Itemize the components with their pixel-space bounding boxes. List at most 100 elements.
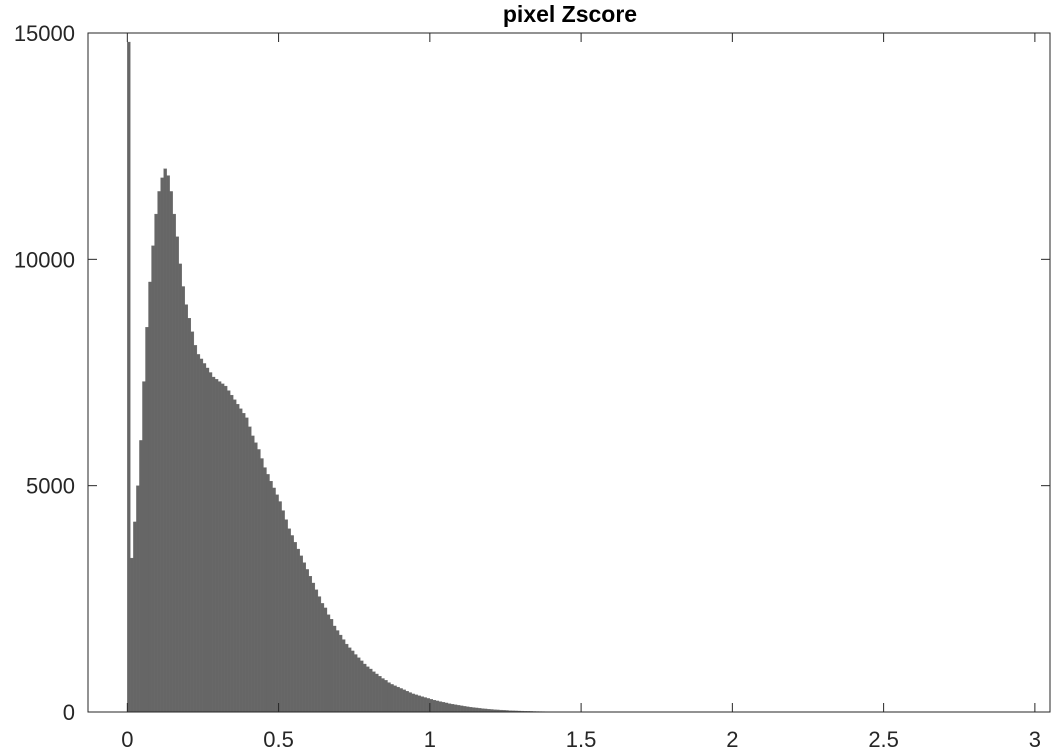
histogram-bar bbox=[399, 688, 403, 713]
histogram-bar bbox=[302, 562, 306, 713]
histogram-bar bbox=[293, 542, 297, 713]
histogram-bar bbox=[456, 705, 461, 713]
histogram-bar bbox=[308, 576, 313, 713]
histogram-bar bbox=[211, 376, 216, 713]
x-tick-label: 0 bbox=[121, 727, 133, 752]
histogram-bar bbox=[462, 706, 467, 713]
histogram-bar bbox=[381, 678, 385, 713]
histogram-bar bbox=[305, 569, 309, 713]
histogram-bar bbox=[317, 596, 322, 713]
x-tick-label: 3 bbox=[1029, 727, 1041, 752]
histogram-bar bbox=[281, 510, 285, 713]
histogram-bar bbox=[481, 708, 485, 713]
histogram-bar bbox=[326, 614, 331, 713]
histogram-bar bbox=[366, 666, 370, 713]
histogram-bar bbox=[459, 705, 464, 713]
histogram-bar bbox=[220, 383, 225, 713]
plot-area-frame bbox=[87, 32, 1051, 713]
histogram-bar bbox=[127, 41, 131, 713]
histogram-bar bbox=[405, 691, 409, 713]
histogram-bar bbox=[441, 702, 446, 713]
histogram-bar bbox=[175, 236, 179, 713]
histogram-bar bbox=[193, 345, 198, 713]
histogram-bar bbox=[145, 327, 149, 713]
histogram-bar bbox=[329, 619, 334, 713]
histogram-bar bbox=[338, 634, 343, 713]
histogram-bar bbox=[411, 693, 415, 713]
histogram-bar bbox=[239, 408, 243, 713]
histogram-bar bbox=[266, 474, 270, 713]
histogram-bar bbox=[344, 643, 349, 713]
histogram-bar bbox=[139, 440, 143, 713]
histogram-bar bbox=[227, 390, 231, 713]
histogram-bar bbox=[363, 663, 367, 713]
histogram-bar bbox=[133, 521, 137, 713]
histogram-bar bbox=[351, 650, 355, 713]
histogram-bar bbox=[432, 699, 437, 713]
histogram-bar bbox=[148, 281, 152, 713]
x-tick-label: 2.5 bbox=[868, 727, 899, 752]
histogram-bar bbox=[184, 304, 188, 713]
histogram-bar bbox=[199, 358, 204, 713]
histogram-bar bbox=[257, 449, 261, 713]
histogram-bar bbox=[196, 354, 201, 713]
histogram-bar bbox=[160, 177, 164, 713]
y-tick-label: 10000 bbox=[14, 247, 75, 272]
y-tick-label: 0 bbox=[63, 700, 75, 725]
histogram-bar bbox=[369, 668, 373, 713]
histogram-bar bbox=[223, 385, 228, 713]
histogram-bar bbox=[208, 372, 213, 713]
histogram-bar bbox=[450, 704, 455, 713]
histogram-bar bbox=[248, 426, 252, 713]
histogram-bar bbox=[435, 700, 440, 713]
x-tick-label: 1.5 bbox=[566, 727, 597, 752]
histogram-bar bbox=[278, 501, 282, 713]
histogram-bar bbox=[360, 660, 364, 713]
histogram-bar bbox=[375, 673, 379, 713]
x-tick-label: 1 bbox=[424, 727, 436, 752]
histogram-bar bbox=[263, 467, 267, 713]
histogram-bar bbox=[311, 582, 316, 713]
histogram-bar bbox=[447, 703, 452, 713]
histogram-bar bbox=[284, 519, 288, 713]
x-tick-label: 0.5 bbox=[263, 727, 294, 752]
histogram-bar bbox=[296, 548, 300, 713]
histogram-bar bbox=[163, 168, 167, 713]
histogram-bar bbox=[251, 435, 255, 713]
y-axis: 0 5000 10000 15000 bbox=[14, 21, 1050, 725]
histogram-bar bbox=[230, 394, 234, 713]
histogram-bar bbox=[217, 381, 222, 713]
histogram-bar bbox=[393, 685, 397, 713]
histogram-bar bbox=[475, 707, 479, 713]
histogram-bar bbox=[166, 175, 170, 713]
histogram-bar bbox=[417, 695, 421, 713]
histogram-bar bbox=[275, 494, 279, 713]
histogram-bars bbox=[127, 41, 606, 713]
histogram-bar bbox=[242, 413, 246, 713]
histogram-bar bbox=[260, 458, 264, 713]
histogram-bar bbox=[384, 680, 388, 713]
histogram-bar bbox=[269, 480, 273, 713]
histogram-bar bbox=[214, 379, 219, 713]
histogram-bar bbox=[233, 399, 237, 713]
histogram-bar bbox=[423, 697, 427, 713]
histogram-bar bbox=[254, 442, 258, 713]
histogram-bar bbox=[320, 603, 325, 713]
histogram-bar bbox=[272, 487, 276, 713]
histogram-bar bbox=[402, 689, 406, 713]
x-tick-label: 2 bbox=[726, 727, 738, 752]
y-tick-label: 5000 bbox=[26, 474, 75, 499]
histogram-bar bbox=[390, 684, 394, 713]
histogram-bar bbox=[465, 706, 470, 713]
histogram-bar bbox=[335, 630, 340, 713]
histogram-bar bbox=[372, 671, 376, 713]
histogram-bar bbox=[472, 707, 476, 713]
histogram-bar bbox=[151, 245, 155, 713]
histogram-bar bbox=[178, 263, 182, 713]
histogram-bar bbox=[157, 191, 161, 713]
histogram-bar bbox=[341, 639, 346, 713]
histogram-bar bbox=[323, 607, 328, 713]
chart-title: pixel Zscore bbox=[503, 1, 637, 27]
histogram-bar bbox=[181, 286, 185, 713]
histogram-bar bbox=[172, 213, 176, 713]
